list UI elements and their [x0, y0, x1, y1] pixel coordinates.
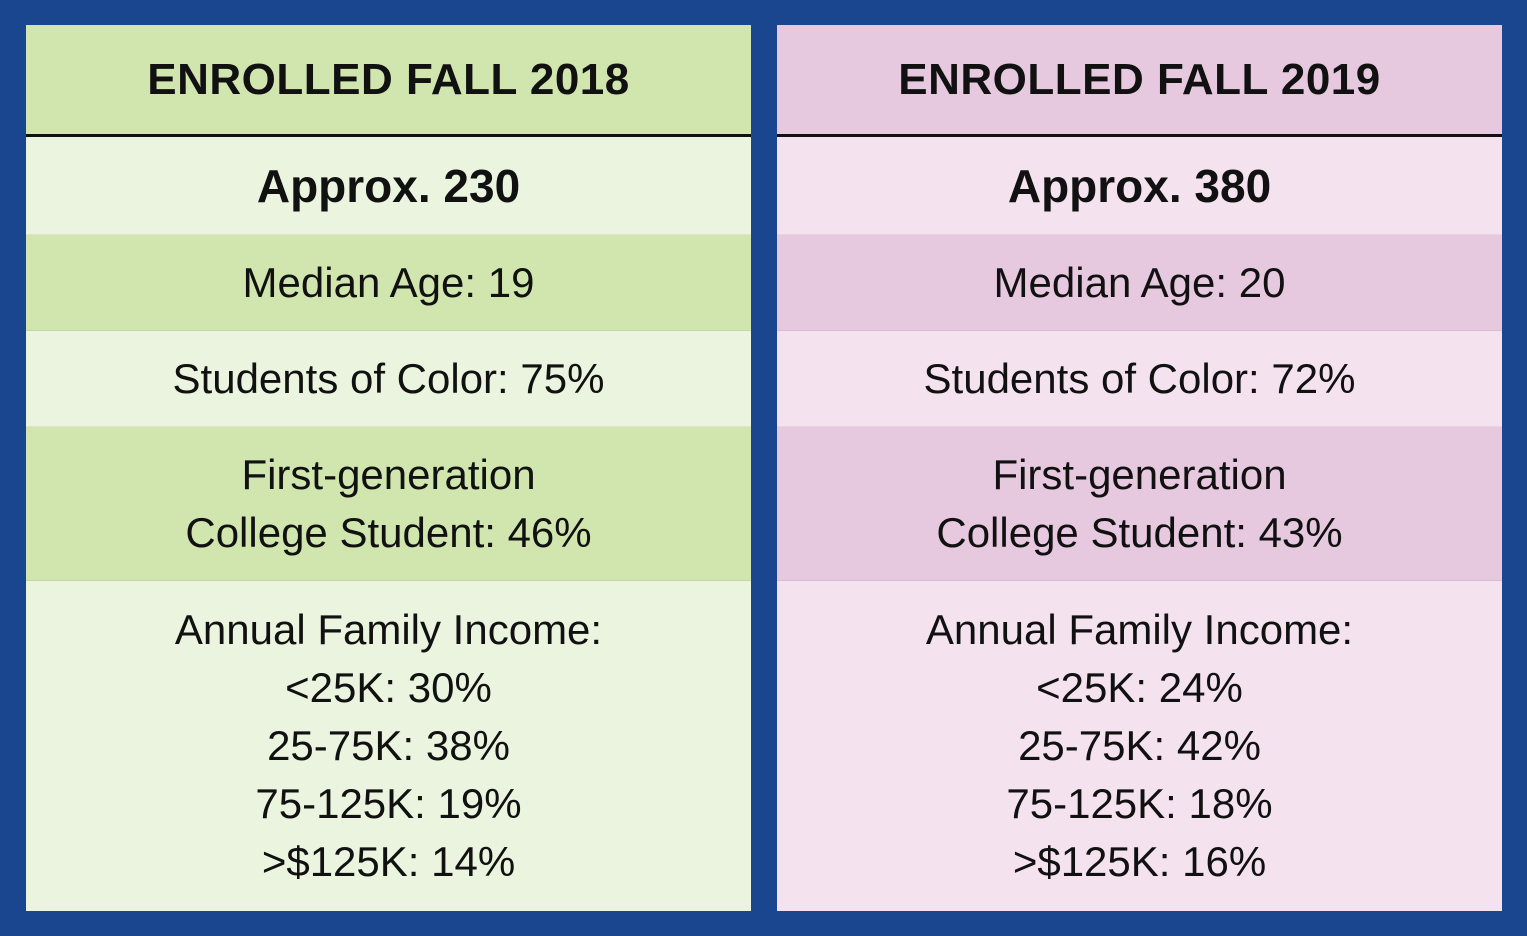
- column-fall-2018: ENROLLED FALL 2018 Approx. 230 Median Ag…: [26, 25, 751, 911]
- income-bracket-75-125k: 75-125K: 19%: [255, 780, 522, 827]
- family-income: Annual Family Income: <25K: 30% 25-75K: …: [26, 581, 751, 911]
- first-generation-line1: First-generation: [241, 450, 536, 498]
- income-heading: Annual Family Income:: [174, 606, 603, 653]
- enrollment-count: Approx. 380: [777, 137, 1502, 235]
- first-generation: First-generation College Student: 43%: [777, 427, 1502, 581]
- income-bracket-under-25k: <25K: 24%: [1036, 664, 1243, 711]
- column-fall-2019: ENROLLED FALL 2019 Approx. 380 Median Ag…: [777, 25, 1502, 911]
- students-of-color: Students of Color: 75%: [26, 331, 751, 427]
- median-age: Median Age: 20: [777, 235, 1502, 331]
- income-bracket-25-75k: 25-75K: 42%: [1018, 722, 1261, 769]
- income-bracket-75-125k: 75-125K: 18%: [1006, 780, 1273, 827]
- first-generation-line2: College Student: 46%: [185, 508, 592, 556]
- income-bracket-over-125k: >$125K: 14%: [261, 838, 516, 885]
- median-age: Median Age: 19: [26, 235, 751, 331]
- students-of-color: Students of Color: 72%: [777, 331, 1502, 427]
- enrollment-count: Approx. 230: [26, 137, 751, 235]
- income-bracket-over-125k: >$125K: 16%: [1012, 838, 1267, 885]
- income-heading: Annual Family Income:: [925, 606, 1354, 653]
- family-income: Annual Family Income: <25K: 24% 25-75K: …: [777, 581, 1502, 911]
- first-generation-line2: College Student: 43%: [936, 508, 1343, 556]
- column-title: ENROLLED FALL 2019: [777, 25, 1502, 137]
- column-title: ENROLLED FALL 2018: [26, 25, 751, 137]
- first-generation: First-generation College Student: 46%: [26, 427, 751, 581]
- income-bracket-25-75k: 25-75K: 38%: [267, 722, 510, 769]
- income-bracket-under-25k: <25K: 30%: [285, 664, 492, 711]
- first-generation-line1: First-generation: [992, 450, 1287, 498]
